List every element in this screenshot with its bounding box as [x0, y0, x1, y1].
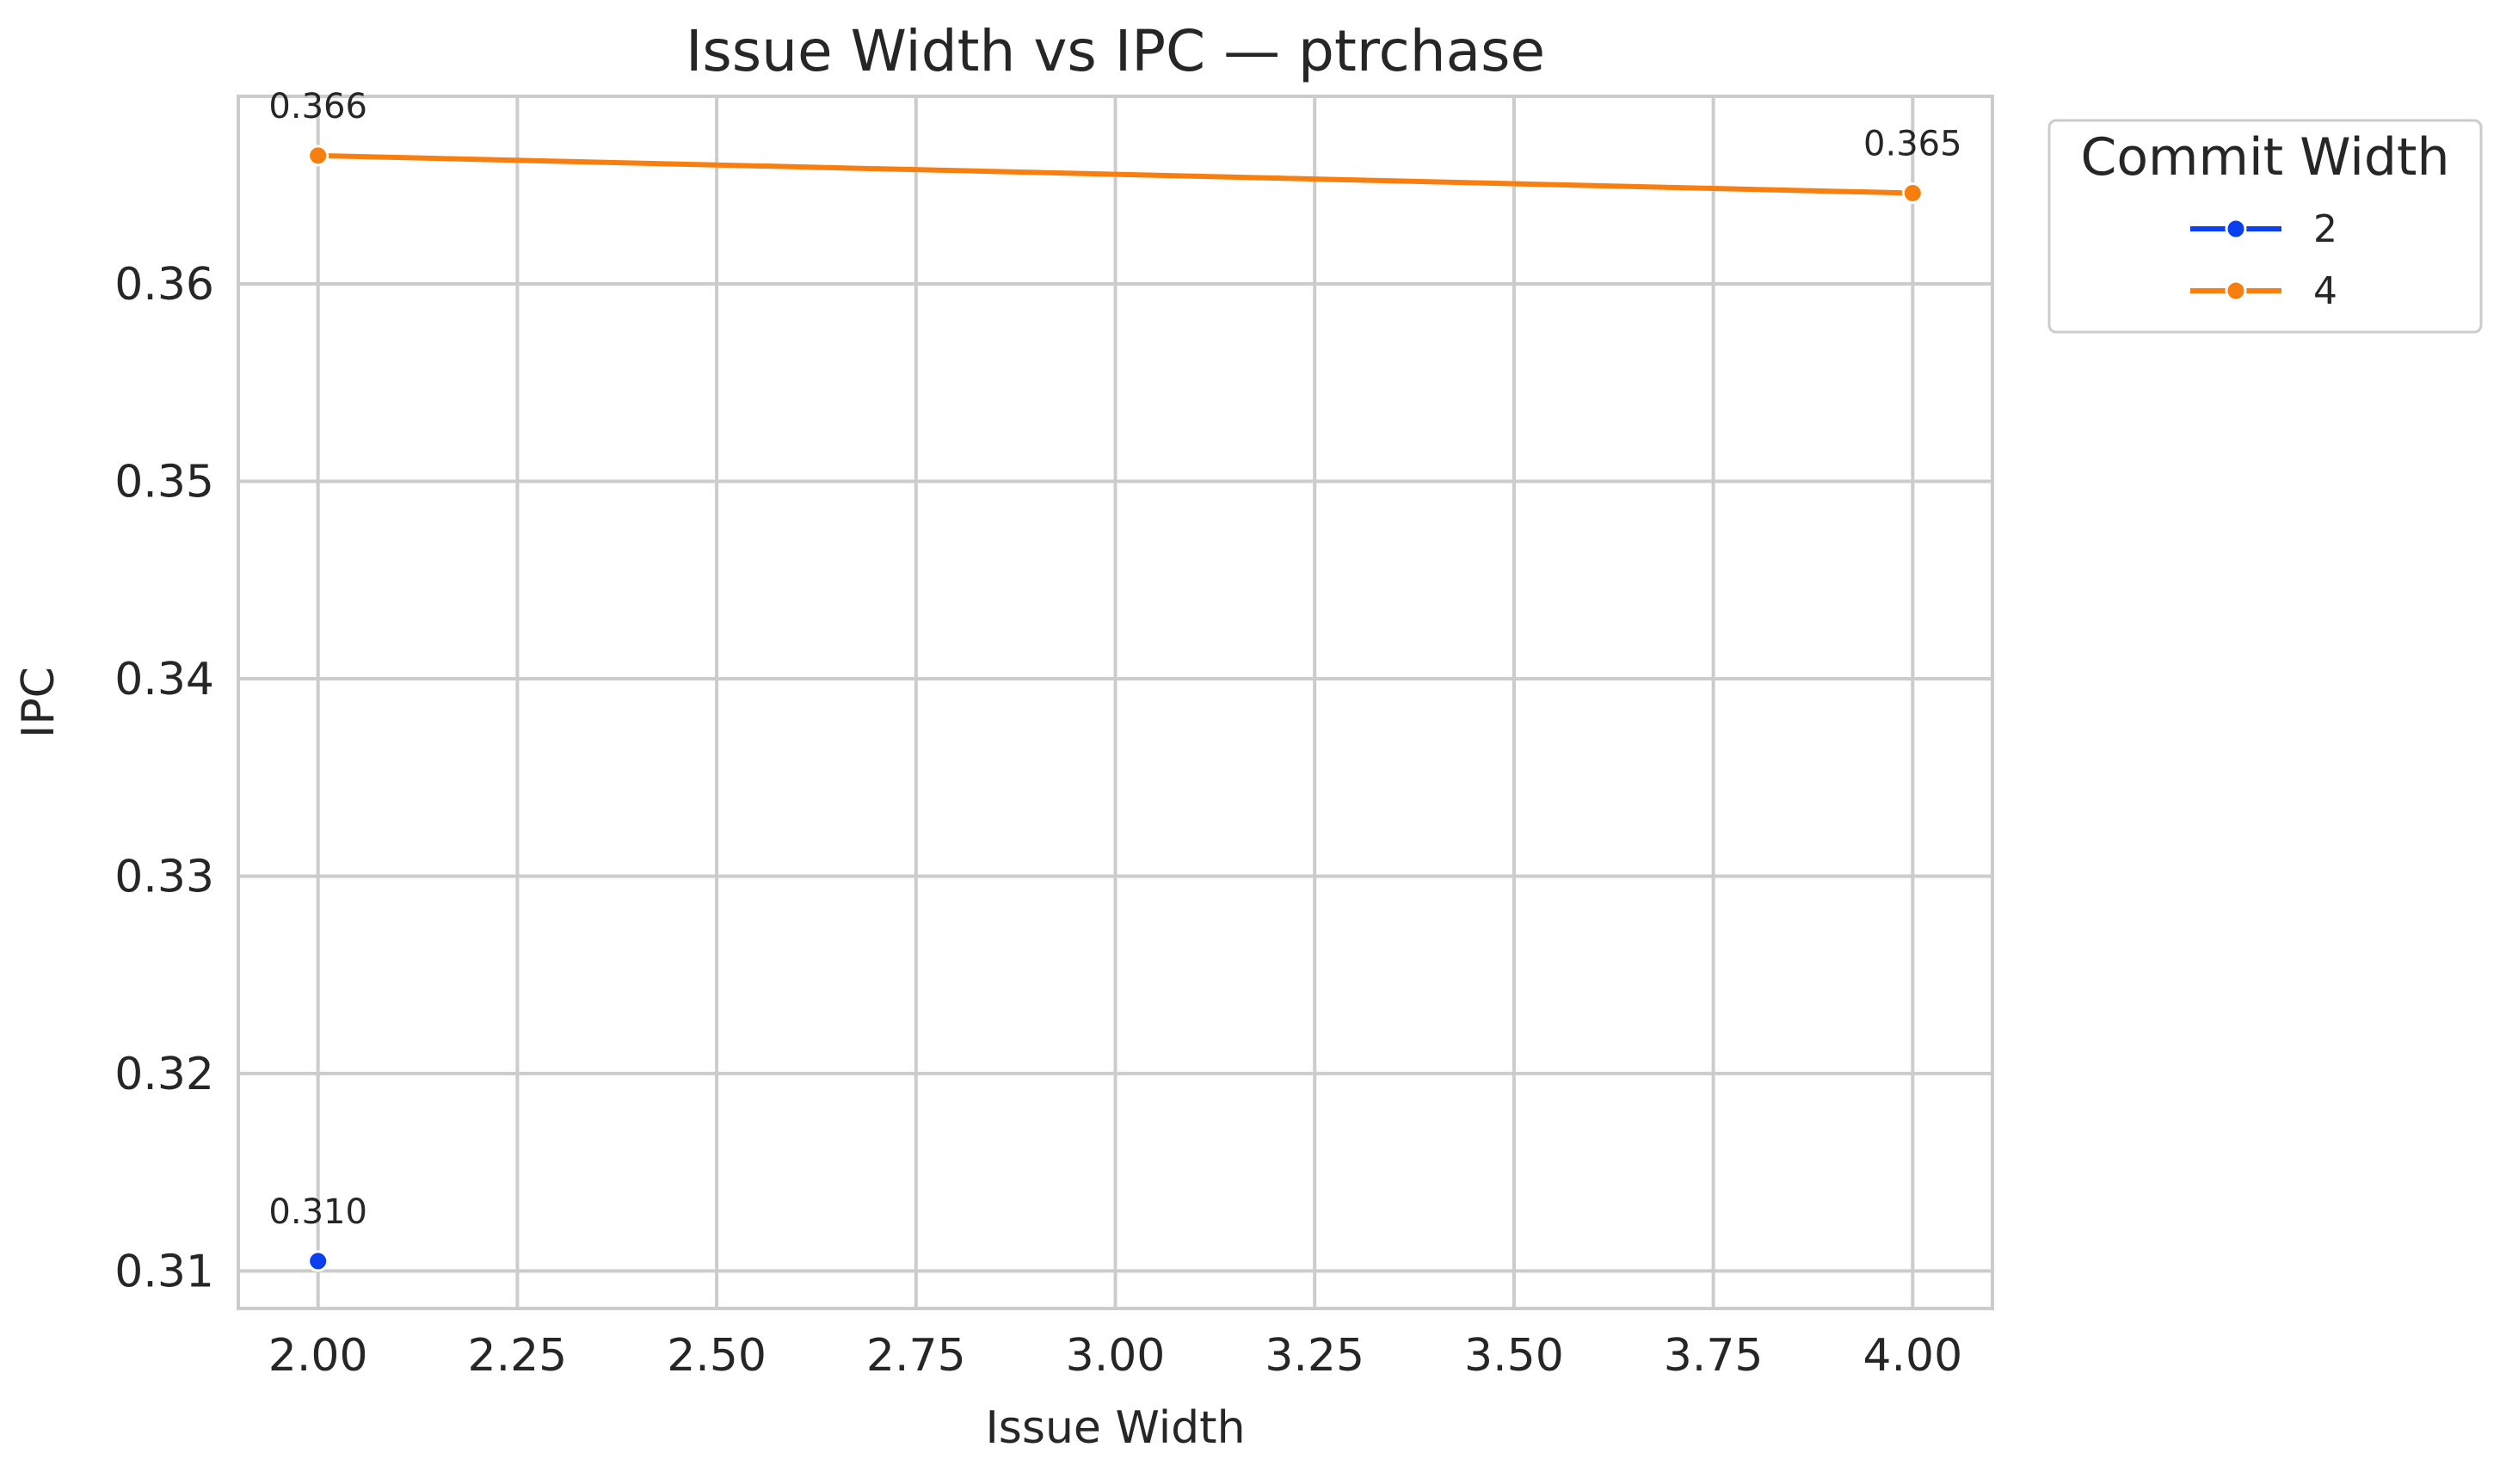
y-tick-label: 0.34: [114, 654, 214, 705]
x-tick-label: 3.75: [1664, 1330, 1764, 1382]
x-tick-label: 3.00: [1066, 1330, 1166, 1382]
legend-item-4: 4: [2190, 269, 2337, 313]
data-label: 0.365: [1863, 124, 1962, 163]
x-axis-ticks: 2.00 2.25 2.50 2.75 3.00 3.25 3.50 3.75 4.00: [268, 1330, 1962, 1382]
legend: Commit Width 24: [2047, 119, 2483, 334]
plot-frame: [237, 95, 1994, 1310]
data-point: [307, 1250, 329, 1272]
x-tick-label: 2.75: [866, 1330, 966, 1382]
legend-items: 24: [2190, 207, 2337, 313]
series-lines: [307, 145, 1924, 1272]
y-tick-label: 0.35: [114, 456, 214, 508]
y-axis-ticks: 0.31 0.32 0.33 0.34 0.35 0.36: [114, 259, 214, 1297]
x-tick-label: 3.50: [1464, 1330, 1564, 1382]
legend-title: Commit Width: [2080, 127, 2449, 188]
x-tick-label: 2.50: [667, 1330, 767, 1382]
x-tick-label: 4.00: [1863, 1330, 1962, 1382]
y-axis-label: IPC: [13, 667, 65, 738]
data-labels: 0.310 0.366 0.365: [268, 87, 1961, 1232]
legend-label: 4: [2313, 269, 2337, 313]
legend-marker: [2225, 218, 2247, 240]
legend-item-2: 2: [2190, 207, 2337, 251]
series-line: [315, 152, 1916, 196]
legend-label: 2: [2313, 207, 2337, 251]
data-point: [1901, 182, 1924, 204]
legend-marker: [2225, 280, 2247, 302]
x-tick-label: 2.00: [268, 1330, 368, 1382]
y-tick-label: 0.31: [114, 1246, 214, 1297]
y-tick-label: 0.33: [114, 851, 214, 902]
x-axis-label: Issue Width: [985, 1402, 1245, 1454]
series-4: [307, 145, 1924, 204]
data-label: 0.366: [268, 87, 367, 126]
y-tick-label: 0.32: [114, 1049, 214, 1100]
chart-title: Issue Width vs IPC — ptrchase: [686, 18, 1545, 84]
data-point: [307, 145, 329, 167]
x-tick-label: 2.25: [467, 1330, 567, 1382]
grid: [238, 96, 1992, 1309]
y-tick-label: 0.36: [114, 259, 214, 311]
data-label: 0.310: [268, 1192, 367, 1232]
x-tick-label: 3.25: [1265, 1330, 1364, 1382]
series-2: [307, 1250, 329, 1272]
